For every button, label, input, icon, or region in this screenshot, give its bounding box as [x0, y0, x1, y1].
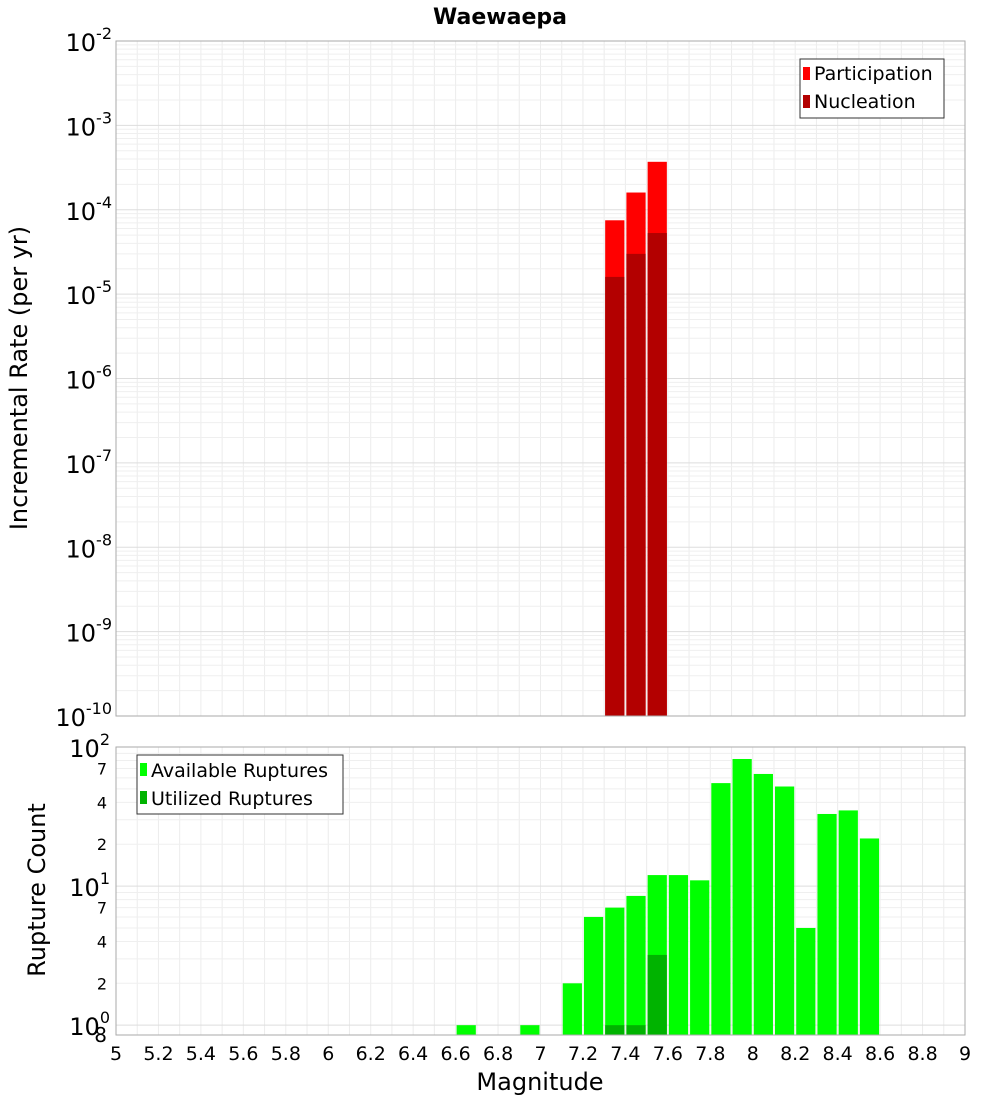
- x-tick-label: 6: [322, 1043, 334, 1065]
- bottom-y-minor-tick-label: 8: [94, 1023, 107, 1047]
- top-legend-box: [799, 58, 945, 119]
- x-tick-label: 7.2: [568, 1043, 598, 1065]
- x-tick-label: 7.4: [610, 1043, 640, 1065]
- x-tick-label: 8.4: [823, 1043, 853, 1065]
- x-tick-label: 5.8: [271, 1043, 301, 1065]
- bottom-bar-available-ruptures: [838, 810, 858, 1035]
- chart-title: Waewaepa: [433, 5, 567, 30]
- top-bars: [605, 161, 667, 717]
- top-y-tick-label: 10-3: [66, 108, 113, 141]
- bottom-y-major-tick-label: 101: [69, 869, 110, 902]
- bottom-y-minor-tick-label: 7: [97, 899, 107, 918]
- bottom-bar-utilized-ruptures: [605, 1025, 625, 1035]
- x-tick-label: 6.2: [356, 1043, 386, 1065]
- legend-swatch-utilized-ruptures: [140, 791, 147, 804]
- bottom-y-minor-tick-label: 4: [97, 932, 107, 951]
- x-tick-label: 5.6: [228, 1043, 258, 1065]
- x-tick-label: 5.4: [186, 1043, 216, 1065]
- x-tick-label: 8.8: [907, 1043, 937, 1065]
- bottom-bar-available-ruptures: [520, 1025, 540, 1035]
- x-tick-label: 7: [534, 1043, 546, 1065]
- top-plot-frame: [115, 40, 966, 717]
- legend-label-participation: Participation: [814, 63, 933, 85]
- bottom-bar-utilized-ruptures: [626, 1025, 646, 1035]
- legend-label-available-ruptures: Available Ruptures: [151, 760, 328, 782]
- x-tick-label: 8.6: [865, 1043, 895, 1065]
- top-y-tick-label: 10-7: [66, 446, 113, 479]
- bottom-bar-available-ruptures: [605, 907, 625, 1035]
- top-y-tick-label: 10-10: [55, 699, 112, 732]
- bottom-bars: [456, 758, 880, 1035]
- x-tick-label: 9: [959, 1043, 971, 1065]
- bottom-y-minor-tick-label: 4: [97, 793, 107, 812]
- top-y-tick-label: 10-8: [66, 530, 113, 563]
- bottom-plot-frame: [115, 746, 966, 1036]
- x-tick-label: 6.8: [483, 1043, 513, 1065]
- bottom-y-minor-tick-label: 2: [97, 835, 107, 854]
- bottom-bar-available-ruptures: [626, 895, 646, 1035]
- x-tick-label: 5.2: [143, 1043, 173, 1065]
- bottom-bar-available-ruptures: [796, 927, 816, 1035]
- bottom-bar-available-ruptures: [732, 758, 752, 1035]
- bottom-legend-box: [136, 754, 344, 815]
- top-y-tick-labels: 10-2 10-3 10-4 10-5 10-6 10-7 10-8 10-9 10-10: [55, 24, 112, 732]
- x-tick-label: 8: [747, 1043, 759, 1065]
- bottom-bar-available-ruptures: [456, 1025, 476, 1035]
- legend-swatch-available-ruptures: [140, 763, 147, 776]
- legend-swatch-nucleation: [803, 95, 810, 108]
- bottom-bar-available-ruptures: [583, 916, 604, 1035]
- top-bar-nucleation: [647, 233, 667, 716]
- bottom-bar-available-ruptures: [859, 838, 880, 1035]
- top-y-axis-label: Incremental Rate (per yr): [5, 226, 33, 530]
- bottom-bar-available-ruptures: [668, 875, 689, 1035]
- top-y-tick-label: 10-2: [66, 24, 113, 57]
- top-y-tick-label: 10-5: [66, 277, 113, 310]
- top-y-tick-label: 10-6: [66, 362, 113, 395]
- bottom-y-major-tick-label: 100: [69, 1008, 110, 1041]
- bottom-bar-available-ruptures: [562, 983, 582, 1035]
- bottom-bar-available-ruptures: [753, 773, 773, 1035]
- x-tick-label: 7.8: [695, 1043, 725, 1065]
- top-y-tick-label: 10-4: [66, 193, 113, 226]
- bottom-bar-available-ruptures: [711, 783, 731, 1035]
- top-bar-nucleation: [626, 253, 646, 716]
- x-tick-label: 6.4: [398, 1043, 428, 1065]
- legend-swatch-participation: [803, 67, 810, 80]
- bottom-y-tick-labels: 102 101 100 7 4 2 7 4 2 8: [69, 730, 110, 1047]
- legend-label-nucleation: Nucleation: [814, 91, 916, 113]
- x-axis-label: Magnitude: [476, 1068, 603, 1096]
- top-legend: Participation Nucleation: [799, 58, 945, 119]
- x-tick-label: 5: [110, 1043, 122, 1065]
- x-tick-label: 7.6: [653, 1043, 683, 1065]
- bottom-y-minor-tick-label: 7: [97, 760, 107, 779]
- top-y-tick-label: 10-9: [66, 615, 113, 648]
- x-tick-label: 6.6: [440, 1043, 470, 1065]
- top-grid: [115, 41, 966, 717]
- x-tick-label: 8.2: [780, 1043, 810, 1065]
- x-tick-labels: 5 5.2 5.4 5.6 5.8 6 6.2 6.4 6.6 6.8 7 7.2 7.4 7.6 7.8 8…: [110, 1043, 971, 1065]
- bottom-y-minor-tick-label: 2: [97, 974, 107, 993]
- bottom-legend: Available Ruptures Utilized Ruptures: [136, 754, 344, 815]
- top-bar-nucleation: [605, 276, 625, 716]
- bottom-y-major-tick-label: 102: [69, 730, 110, 763]
- bottom-bar-available-ruptures: [817, 813, 837, 1035]
- bottom-y-axis-label: Rupture Count: [23, 803, 51, 977]
- bottom-bar-available-ruptures: [774, 786, 795, 1035]
- legend-label-utilized-ruptures: Utilized Ruptures: [151, 788, 313, 810]
- bottom-bar-available-ruptures: [690, 880, 710, 1035]
- bottom-bar-utilized-ruptures: [647, 954, 667, 1035]
